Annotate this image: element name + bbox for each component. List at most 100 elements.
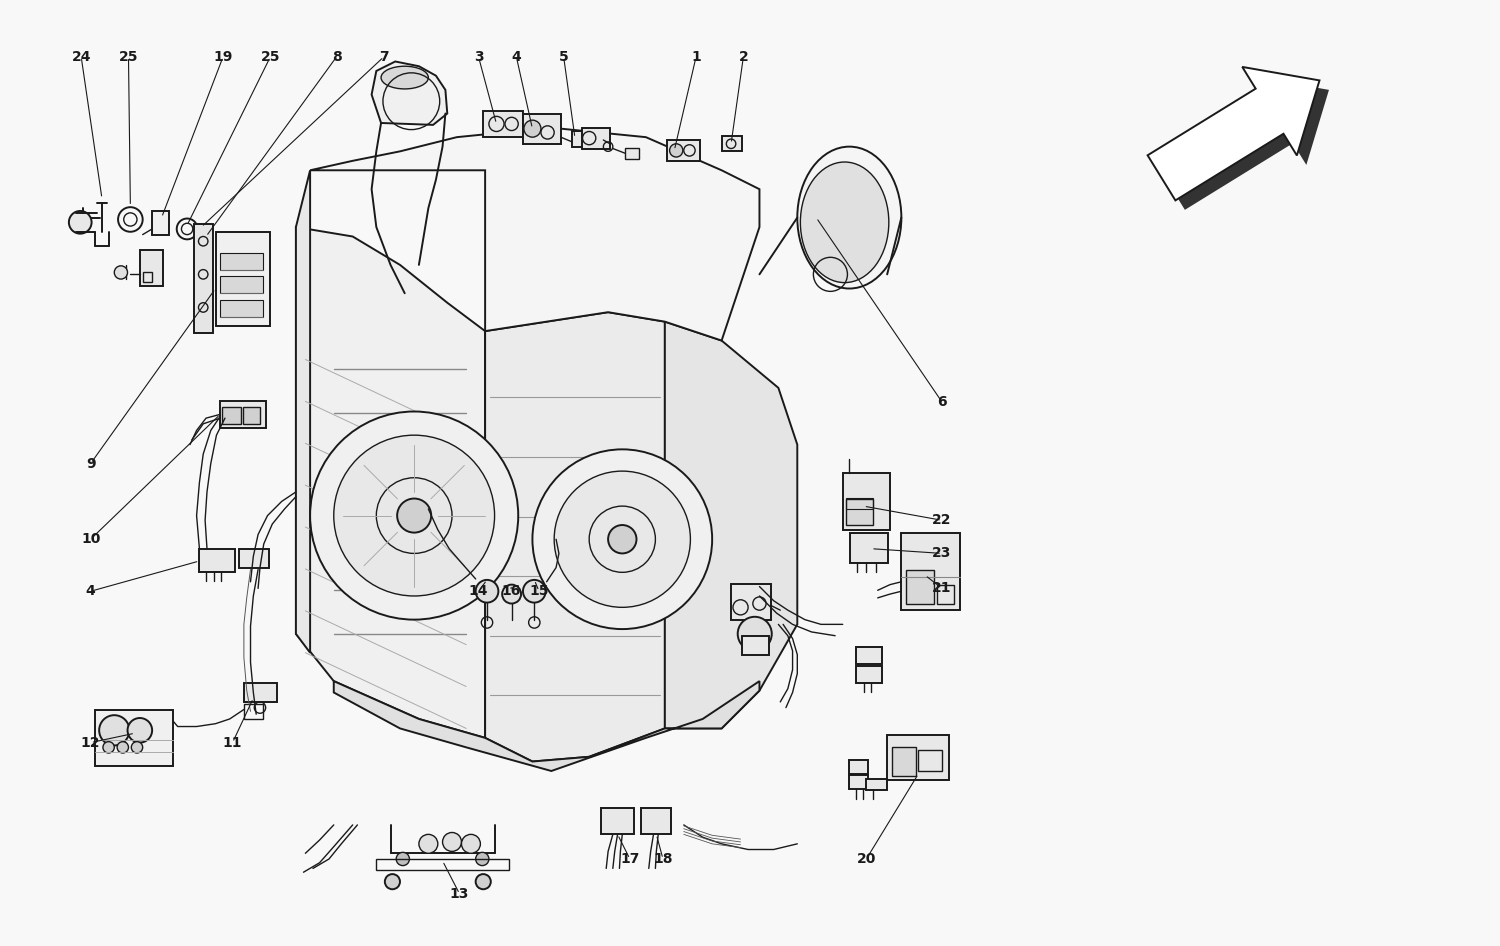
Circle shape [462, 834, 480, 853]
Bar [843, 473, 890, 530]
Text: 12: 12 [81, 736, 100, 749]
Bar [640, 808, 672, 834]
Bar [846, 499, 873, 525]
Circle shape [128, 718, 152, 743]
Bar [846, 498, 873, 509]
Text: 4: 4 [86, 585, 96, 598]
Circle shape [554, 471, 690, 607]
Circle shape [398, 499, 430, 533]
Bar [220, 401, 266, 428]
Polygon shape [296, 170, 310, 653]
Bar [722, 136, 742, 151]
Text: 7: 7 [380, 50, 388, 63]
Bar [142, 272, 152, 282]
Circle shape [334, 435, 495, 596]
Bar [152, 211, 170, 235]
Text: 20: 20 [856, 852, 876, 866]
Text: 9: 9 [86, 457, 96, 470]
Ellipse shape [798, 147, 901, 289]
Circle shape [386, 874, 400, 889]
Bar [886, 735, 948, 780]
Circle shape [104, 742, 114, 753]
Circle shape [503, 585, 520, 604]
Ellipse shape [801, 162, 889, 283]
Bar [742, 636, 770, 655]
Polygon shape [1156, 77, 1329, 210]
Bar [849, 760, 868, 774]
Circle shape [69, 211, 92, 234]
Text: 21: 21 [933, 582, 952, 595]
Bar [850, 533, 888, 563]
Text: 16: 16 [501, 585, 520, 598]
Bar [483, 111, 524, 137]
Circle shape [117, 742, 129, 753]
Circle shape [310, 412, 518, 620]
Text: 4: 4 [512, 50, 520, 63]
Text: 10: 10 [81, 533, 100, 546]
Bar [524, 114, 561, 144]
Bar [906, 570, 934, 604]
Bar [220, 300, 262, 317]
Polygon shape [296, 227, 484, 738]
Bar [867, 779, 886, 790]
Circle shape [476, 580, 498, 603]
Bar [244, 704, 262, 719]
Bar [668, 140, 700, 161]
Bar [856, 666, 882, 683]
Text: 23: 23 [933, 547, 951, 560]
Bar [582, 128, 610, 149]
Bar [220, 253, 262, 270]
Text: 6: 6 [938, 395, 946, 409]
Circle shape [476, 852, 489, 866]
Bar [244, 683, 278, 702]
Text: 11: 11 [224, 736, 243, 749]
Polygon shape [484, 312, 664, 762]
Bar [238, 549, 270, 568]
Text: 19: 19 [213, 50, 232, 63]
Bar [918, 750, 942, 771]
Circle shape [608, 525, 636, 553]
Bar [626, 148, 639, 159]
Bar [572, 131, 591, 147]
Circle shape [419, 834, 438, 853]
Ellipse shape [381, 66, 429, 89]
Polygon shape [1148, 67, 1320, 201]
Polygon shape [334, 681, 759, 771]
Text: 3: 3 [474, 50, 483, 63]
Bar [222, 407, 242, 424]
Circle shape [476, 874, 490, 889]
Circle shape [524, 580, 546, 603]
Circle shape [669, 144, 682, 157]
Text: 22: 22 [933, 514, 952, 527]
Text: 15: 15 [530, 585, 549, 598]
Circle shape [198, 229, 208, 240]
Circle shape [114, 266, 128, 279]
Bar [600, 808, 633, 834]
Text: 18: 18 [652, 852, 672, 866]
Circle shape [738, 617, 772, 651]
Bar [140, 250, 164, 286]
Polygon shape [372, 61, 447, 125]
Text: 8: 8 [332, 50, 342, 63]
Circle shape [396, 852, 410, 866]
Bar [96, 710, 172, 766]
Text: 25: 25 [118, 50, 138, 63]
Text: 17: 17 [620, 852, 639, 866]
Circle shape [132, 742, 142, 753]
Bar [892, 747, 915, 776]
Polygon shape [664, 322, 798, 728]
Text: 1: 1 [692, 50, 700, 63]
Bar [902, 533, 960, 610]
Bar [938, 585, 954, 604]
Bar [200, 549, 236, 572]
Bar [216, 232, 270, 326]
Text: 14: 14 [468, 585, 488, 598]
Bar [849, 775, 868, 789]
Circle shape [442, 832, 462, 851]
Text: 2: 2 [738, 50, 748, 63]
Bar [194, 224, 213, 333]
Bar [856, 647, 882, 664]
Text: 24: 24 [72, 50, 92, 63]
Bar [376, 859, 508, 870]
Polygon shape [310, 128, 759, 341]
